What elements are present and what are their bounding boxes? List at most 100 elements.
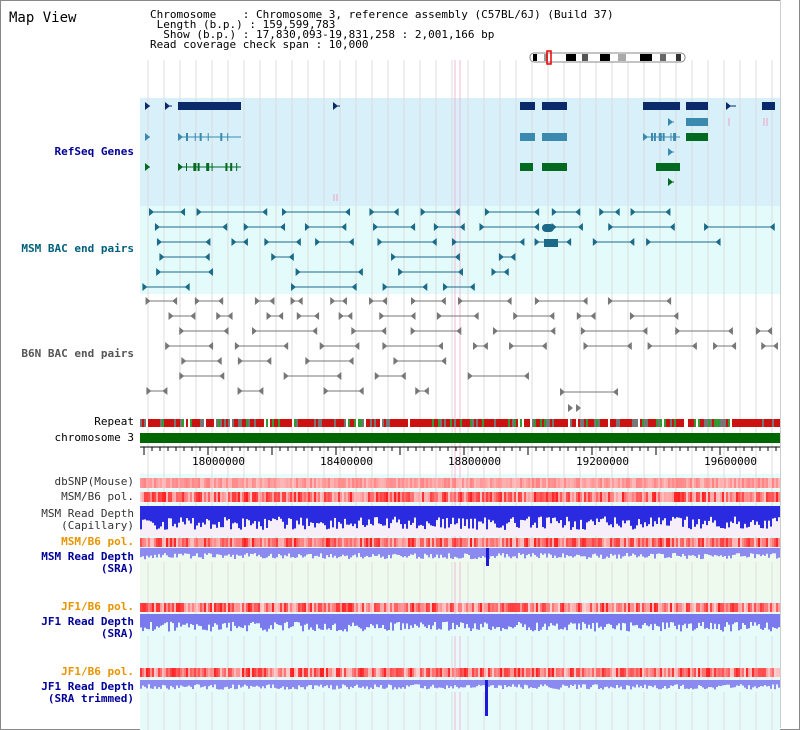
repeat-segment: [484, 419, 486, 427]
depth-bar: [524, 680, 526, 685]
heat-cell: [170, 492, 172, 502]
depth-bar: [692, 614, 694, 631]
heat-cell: [644, 538, 646, 547]
depth-bar: [678, 506, 680, 518]
heat-cell: [304, 668, 306, 677]
heat-cell: [680, 538, 682, 547]
heat-cell: [552, 492, 554, 502]
heat-cell: [724, 538, 726, 547]
heat-cell: [292, 492, 294, 502]
depth-bar: [412, 548, 414, 555]
bac-end: [205, 238, 211, 246]
depth-bar: [214, 680, 216, 685]
repeat-segment: [634, 419, 636, 427]
axis-tick-label: 18400000: [320, 455, 373, 468]
depth-bar: [600, 506, 602, 520]
heat-cell: [558, 492, 560, 502]
heat-cell: [188, 603, 190, 612]
heat-cell: [614, 538, 616, 547]
heat-cell: [432, 668, 434, 677]
heat-cell: [544, 668, 546, 677]
depth-bar: [212, 548, 214, 558]
depth-bar: [682, 548, 684, 554]
depth-bar: [380, 614, 382, 628]
depth-bar: [684, 680, 686, 689]
depth-bar: [358, 506, 360, 521]
heat-cell: [432, 478, 434, 488]
depth-bar: [404, 506, 406, 524]
heat-cell: [384, 492, 386, 502]
depth-bar: [762, 506, 764, 529]
depth-bar: [524, 548, 526, 559]
heat-cell: [476, 668, 478, 677]
depth-bar: [478, 614, 480, 630]
depth-bar: [422, 614, 424, 625]
depth-bar: [636, 680, 638, 685]
heat-cell: [374, 668, 376, 677]
heat-cell: [140, 492, 142, 502]
heat-cell: [470, 538, 472, 547]
heat-cell: [726, 492, 728, 502]
heat-cell: [546, 492, 548, 502]
heat-cell: [332, 603, 334, 612]
heat-cell: [188, 668, 190, 677]
depth-bar: [466, 506, 468, 520]
heat-cell: [640, 538, 642, 547]
depth-bar: [398, 548, 400, 556]
heat-cell: [740, 492, 742, 502]
heat-cell: [158, 478, 160, 488]
depth-bar: [248, 506, 250, 521]
heat-cell: [420, 603, 422, 612]
heat-cell: [214, 478, 216, 488]
depth-bar: [264, 614, 266, 630]
depth-bar: [686, 548, 688, 559]
heat-cell: [558, 668, 560, 677]
repeat-segment: [564, 419, 566, 427]
repeat-segment: [376, 419, 378, 427]
depth-bar: [580, 680, 582, 688]
depth-bar: [246, 680, 248, 686]
heat-cell: [236, 668, 238, 677]
depth-bar: [278, 680, 280, 689]
depth-bar: [676, 506, 678, 518]
depth-bar: [518, 548, 520, 553]
depth-bar: [242, 548, 244, 558]
depth-bar: [512, 548, 514, 557]
depth-bar: [744, 680, 746, 688]
depth-bar: [300, 506, 302, 518]
heat-cell: [682, 668, 684, 677]
heat-cell: [272, 492, 274, 502]
heat-cell: [290, 492, 292, 502]
depth-bar: [250, 614, 252, 623]
depth-bar: [742, 614, 744, 624]
heat-cell: [706, 478, 708, 488]
heat-cell: [164, 668, 166, 677]
depth-bar: [302, 614, 304, 632]
heat-cell: [520, 668, 522, 677]
depth-bar: [698, 548, 700, 555]
bac-end: [323, 387, 329, 395]
heat-cell: [504, 538, 506, 547]
heat-cell: [766, 668, 768, 677]
vertical-scrollbar[interactable]: [780, 0, 799, 728]
depth-bar: [490, 506, 492, 523]
heat-cell: [672, 603, 674, 612]
heat-cell: [296, 603, 298, 612]
heat-cell: [644, 478, 646, 488]
depth-bar: [424, 614, 426, 627]
heat-cell: [264, 538, 266, 547]
depth-bar: [756, 680, 758, 689]
depth-bar: [290, 614, 292, 628]
repeat-segment: [686, 419, 688, 427]
depth-bar: [328, 506, 330, 529]
depth-bar: [462, 506, 464, 519]
heat-cell: [184, 603, 186, 612]
depth-bar: [770, 680, 772, 689]
heat-cell: [370, 668, 372, 677]
heat-cell: [648, 538, 650, 547]
heat-cell: [512, 603, 514, 612]
heat-cell: [712, 668, 714, 677]
depth-bar: [442, 680, 444, 688]
heat-cell: [544, 538, 546, 547]
